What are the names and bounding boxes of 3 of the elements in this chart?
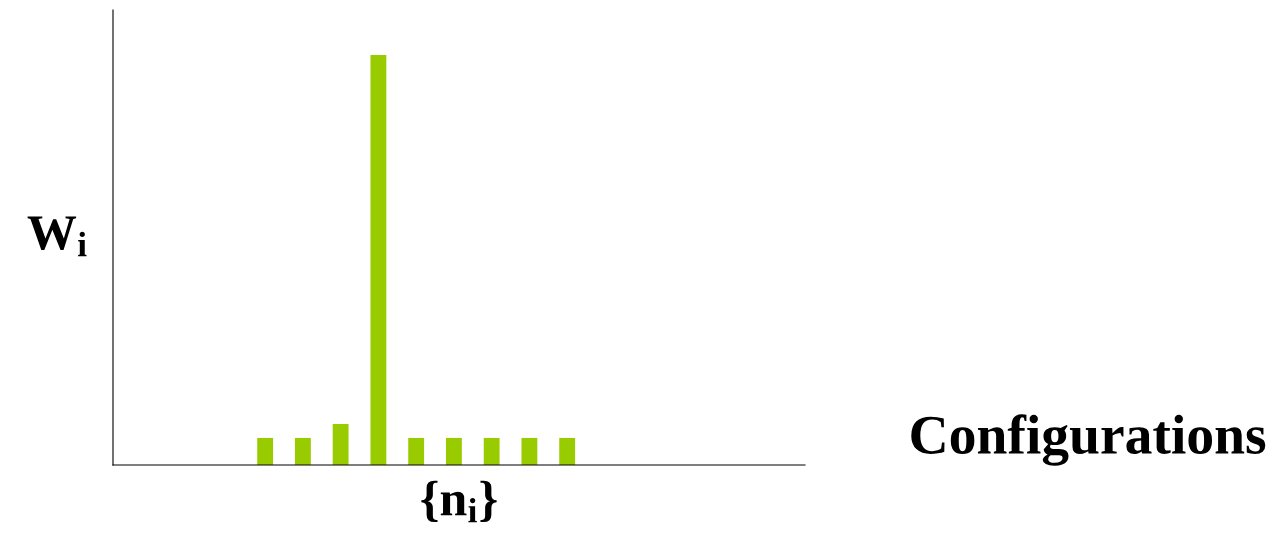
text: Configurations [911, 414, 1266, 466]
x-axis-title: {n$_{i}$} [421, 480, 497, 523]
y-axis-title: W$_{i}$ [27, 216, 87, 257]
